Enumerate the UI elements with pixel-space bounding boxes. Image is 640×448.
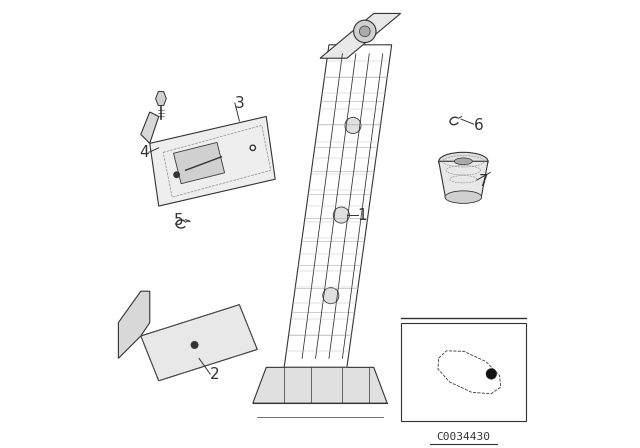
Ellipse shape bbox=[439, 152, 488, 170]
Polygon shape bbox=[156, 91, 166, 106]
Ellipse shape bbox=[454, 158, 472, 165]
Circle shape bbox=[333, 207, 349, 223]
Circle shape bbox=[354, 20, 376, 43]
Text: 7: 7 bbox=[479, 174, 488, 189]
Circle shape bbox=[250, 145, 255, 151]
Polygon shape bbox=[141, 305, 257, 381]
Text: 3: 3 bbox=[234, 95, 244, 111]
Circle shape bbox=[191, 341, 198, 349]
Circle shape bbox=[345, 117, 361, 134]
Polygon shape bbox=[141, 112, 159, 143]
Text: 6: 6 bbox=[474, 118, 484, 133]
Text: 1: 1 bbox=[358, 207, 367, 223]
Polygon shape bbox=[150, 116, 275, 206]
Polygon shape bbox=[320, 13, 401, 58]
Bar bbox=[401, 323, 526, 421]
Ellipse shape bbox=[445, 191, 482, 203]
Circle shape bbox=[360, 26, 370, 37]
Text: 4: 4 bbox=[140, 145, 149, 160]
Bar bbox=[173, 142, 225, 184]
Circle shape bbox=[486, 369, 497, 379]
Polygon shape bbox=[253, 367, 387, 403]
Polygon shape bbox=[439, 161, 488, 197]
Circle shape bbox=[174, 172, 179, 177]
Polygon shape bbox=[118, 291, 150, 358]
Circle shape bbox=[323, 288, 339, 304]
Text: 5: 5 bbox=[174, 213, 184, 228]
Text: 2: 2 bbox=[210, 366, 220, 382]
Text: C0034430: C0034430 bbox=[436, 432, 490, 442]
